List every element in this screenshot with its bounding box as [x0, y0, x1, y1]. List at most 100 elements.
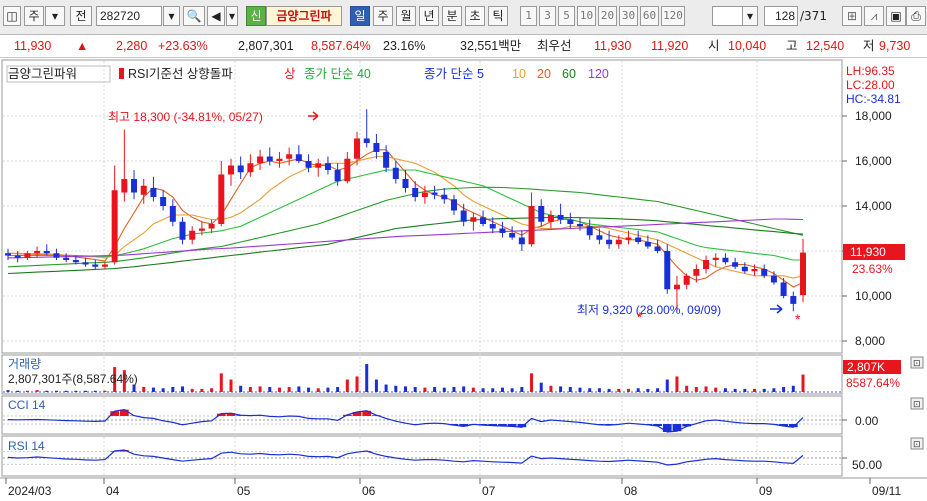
period-tab[interactable]: 주 — [373, 6, 393, 26]
volume-bar — [258, 386, 262, 392]
candle-body — [489, 224, 496, 229]
volume-panel-menu-icon[interactable]: ⊡ — [913, 358, 921, 368]
stock-name-field[interactable]: 금양그린파 — [266, 6, 342, 26]
period-tab[interactable]: 초 — [465, 6, 485, 26]
volume-bar — [723, 388, 727, 392]
volume-bar — [161, 388, 165, 392]
period-tab[interactable]: 일 — [350, 6, 370, 26]
minute-option[interactable]: 120 — [661, 6, 685, 26]
candle-body — [392, 167, 399, 179]
legend-ma10: 10 — [512, 67, 526, 81]
print-icon[interactable]: ⎙ — [906, 6, 926, 26]
volume-bar — [530, 373, 534, 392]
volume-bar — [675, 376, 679, 392]
best-ask-label: 최우선 — [537, 39, 572, 53]
volume-bar — [646, 388, 650, 392]
volume-bar — [539, 382, 543, 392]
candle-body — [208, 224, 215, 229]
custom-period-dropdown-icon[interactable]: ▾ — [742, 6, 758, 26]
volume-bar — [588, 388, 592, 392]
candle-body — [305, 161, 312, 168]
ma-line-120 — [8, 218, 804, 259]
prev-button[interactable]: 전 — [70, 6, 92, 26]
volume-bar — [122, 370, 126, 392]
grid-icon[interactable]: ⊞ — [842, 6, 862, 26]
price-change-pct: +23.63% — [158, 39, 208, 53]
speaker-dropdown-icon[interactable]: ▾ — [226, 6, 238, 26]
best-ask: 11,930 — [594, 39, 632, 53]
minute-option[interactable]: 5 — [558, 6, 575, 26]
volume-bar — [772, 388, 776, 392]
volume-bar — [520, 387, 524, 392]
legend-ma20: 20 — [537, 67, 551, 81]
x-tick-label: 09 — [759, 484, 773, 498]
minute-option[interactable]: 10 — [577, 6, 596, 26]
price-tick-label: 16,000 — [855, 154, 892, 168]
candle-body — [227, 165, 234, 175]
period-tab[interactable]: 분 — [442, 6, 462, 26]
candle-body — [421, 192, 428, 197]
candle-body — [24, 253, 31, 258]
volume-bar — [704, 386, 708, 392]
price-tick-label: 14,000 — [855, 199, 892, 213]
volume-bar — [413, 387, 417, 392]
volume-bar — [6, 390, 10, 392]
volume-bar — [665, 379, 669, 392]
candle-body — [324, 163, 331, 170]
count-input[interactable]: 128 — [764, 6, 798, 26]
candle-body — [683, 275, 690, 285]
candle-body — [92, 264, 99, 267]
lh-value: LH:96.35 — [846, 64, 895, 78]
candle-body — [664, 251, 671, 290]
candle-body — [82, 262, 89, 265]
candle-body — [150, 188, 157, 197]
volume-bar — [200, 388, 204, 392]
period-tab[interactable]: 년 — [419, 6, 439, 26]
stock-code-input[interactable]: 282720 — [96, 6, 162, 26]
volume-bar — [93, 390, 97, 392]
open-label: 시 — [708, 39, 720, 53]
type-select[interactable]: 주 — [24, 6, 44, 26]
candle-body — [4, 253, 12, 256]
period-tab[interactable]: 월 — [396, 6, 416, 26]
minute-option[interactable]: 20 — [598, 6, 617, 26]
candle-body — [247, 163, 254, 173]
chart-settings-icon[interactable]: ◫ — [3, 6, 21, 26]
rsi-panel-menu-icon[interactable]: ⊡ — [913, 439, 921, 449]
speaker-icon[interactable]: ◀ — [207, 6, 225, 26]
candle-body — [198, 228, 205, 231]
type-dropdown-icon[interactable]: ▾ — [45, 6, 65, 26]
minute-option[interactable]: 30 — [619, 6, 638, 26]
period-tab[interactable]: 틱 — [488, 6, 508, 26]
current-price-axis-label: 11,930 — [850, 245, 886, 259]
low-label: 저 — [863, 39, 875, 53]
volume-bar — [45, 390, 49, 392]
candle-body — [577, 224, 584, 227]
minute-option[interactable]: 3 — [539, 6, 556, 26]
code-dropdown-icon[interactable]: ▾ — [163, 6, 180, 26]
candle-body — [63, 257, 70, 260]
candle-body — [266, 156, 273, 161]
minute-option[interactable]: 1 — [520, 6, 537, 26]
legend-stock-name: 금양그린파워 — [8, 67, 77, 81]
cci-panel-frame — [1, 395, 843, 435]
volume-bar — [433, 387, 437, 392]
price-tick-label: 18,000 — [855, 109, 892, 123]
candle-body — [596, 235, 603, 240]
save-icon[interactable]: ▣ — [886, 6, 906, 26]
volume-bar — [190, 388, 194, 392]
volume-bar — [365, 364, 369, 392]
compare-icon[interactable]: ⩘ — [864, 6, 884, 26]
search-icon[interactable]: 🔍 — [183, 6, 205, 26]
volume-bar — [452, 387, 456, 392]
candle-body — [354, 138, 361, 159]
minute-option[interactable]: 60 — [640, 6, 659, 26]
volume-bar — [355, 376, 359, 392]
candle-body — [131, 179, 138, 193]
volume-bar — [297, 386, 301, 392]
volume-bar — [568, 387, 572, 392]
cci-panel-menu-icon[interactable]: ⊡ — [913, 399, 921, 409]
volume-bar — [25, 390, 29, 392]
volume-bar — [597, 388, 601, 392]
